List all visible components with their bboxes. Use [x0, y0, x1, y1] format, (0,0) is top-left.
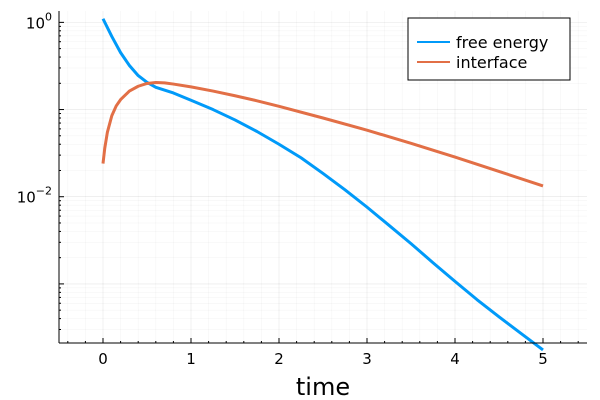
- x-tick-label: 1: [186, 350, 196, 368]
- x-tick-label: 5: [538, 350, 548, 368]
- y-tick-base: 10: [17, 189, 36, 207]
- y-tick-exponent: 0: [45, 10, 52, 23]
- y-tick-base: 10: [26, 14, 45, 32]
- axes: [58, 11, 587, 344]
- y-tick-label: 10−2: [17, 185, 52, 207]
- y-tick-exponent: −2: [36, 185, 52, 198]
- x-tick-label: 2: [274, 350, 284, 368]
- minor-grid: [59, 11, 587, 343]
- legend-label: free energy: [456, 33, 548, 52]
- x-tick-label: 0: [98, 350, 108, 368]
- series-line-2: [101, 81, 544, 188]
- legend-label: interface: [456, 53, 527, 72]
- x-tick-label: 4: [450, 350, 460, 368]
- x-tick-label: 3: [362, 350, 372, 368]
- series-layer: [101, 18, 544, 352]
- y-tick-label: 100: [26, 10, 52, 32]
- x-axis-title: time: [296, 373, 350, 400]
- legend-box: [407, 17, 571, 81]
- series-line-1: [101, 18, 544, 352]
